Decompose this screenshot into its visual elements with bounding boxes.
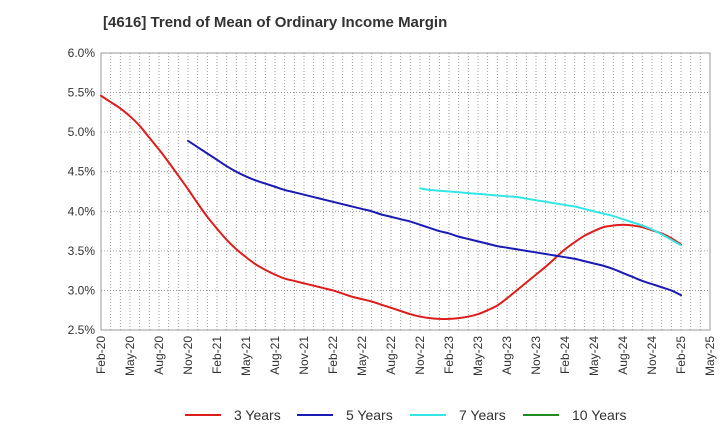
legend-label: 10 Years [572, 407, 627, 423]
x-tick-label: May-23 [471, 336, 485, 376]
x-tick-label: Aug-22 [384, 336, 398, 375]
legend-item-3-years: 3 Years [185, 404, 281, 426]
x-tick-label: May-22 [355, 336, 369, 376]
plot-frame [100, 52, 711, 331]
x-tick-label: Feb-21 [210, 336, 224, 374]
x-tick-label: Feb-20 [94, 336, 108, 374]
chart-title: [4616] Trend of Mean of Ordinary Income … [103, 14, 448, 31]
x-tick-label: Aug-23 [500, 336, 514, 375]
grid-lines [100, 52, 711, 331]
legend: 3 Years 5 Years 7 Years 10 Years [0, 404, 720, 426]
legend-label: 3 Years [234, 407, 281, 423]
x-tick-label: Nov-21 [297, 336, 311, 375]
series-line-5-years [187, 139, 682, 297]
x-tick-labels: Feb-20 May-20 Aug-20 Nov-20 Feb-21 May-21 Aug-… [94, 336, 717, 376]
x-tick-label: Aug-24 [616, 336, 630, 375]
x-tick-label: Aug-20 [152, 336, 166, 375]
legend-swatch [185, 414, 221, 416]
x-tick-label: May-20 [123, 336, 137, 376]
y-tick-labels: 6.0% 5.5% 5.0% 4.5% 4.0% 3.5% 3.0% 2.5% [68, 46, 96, 337]
legend-item-10-years: 10 Years [523, 404, 627, 426]
legend-item-7-years: 7 Years [410, 404, 506, 426]
legend-swatch [410, 414, 446, 416]
legend-item-5-years: 5 Years [297, 404, 393, 426]
y-tick-label: 4.5% [68, 165, 96, 179]
x-tick-label: Nov-22 [413, 336, 427, 375]
y-tick-label: 4.0% [68, 204, 96, 218]
series-line-7-years [419, 187, 682, 247]
series-lines [100, 94, 682, 321]
y-tick-label: 5.5% [68, 86, 96, 100]
x-tick-label: May-21 [239, 336, 253, 376]
x-tick-label: Feb-22 [326, 336, 340, 374]
y-tick-label: 5.0% [68, 125, 96, 139]
x-tick-label: Nov-24 [645, 336, 659, 375]
x-tick-label: Feb-25 [674, 336, 688, 374]
x-tick-label: Aug-21 [268, 336, 282, 375]
x-tick-label: Feb-24 [558, 336, 572, 374]
legend-label: 7 Years [459, 407, 506, 423]
x-tick-label: Nov-20 [181, 336, 195, 375]
y-tick-label: 6.0% [68, 46, 96, 60]
axes [100, 52, 711, 331]
x-tick-label: May-25 [703, 336, 717, 376]
legend-label: 5 Years [346, 407, 393, 423]
x-tick-label: May-24 [587, 336, 601, 376]
y-tick-label: 3.0% [68, 283, 96, 297]
y-tick-label: 3.5% [68, 244, 96, 258]
x-tick-label: Feb-23 [442, 336, 456, 374]
x-tick-label: Nov-23 [529, 336, 543, 375]
legend-swatch [523, 414, 559, 416]
y-tick-label: 2.5% [68, 323, 96, 337]
series-line-3-years [100, 94, 682, 321]
legend-swatch [297, 414, 333, 416]
